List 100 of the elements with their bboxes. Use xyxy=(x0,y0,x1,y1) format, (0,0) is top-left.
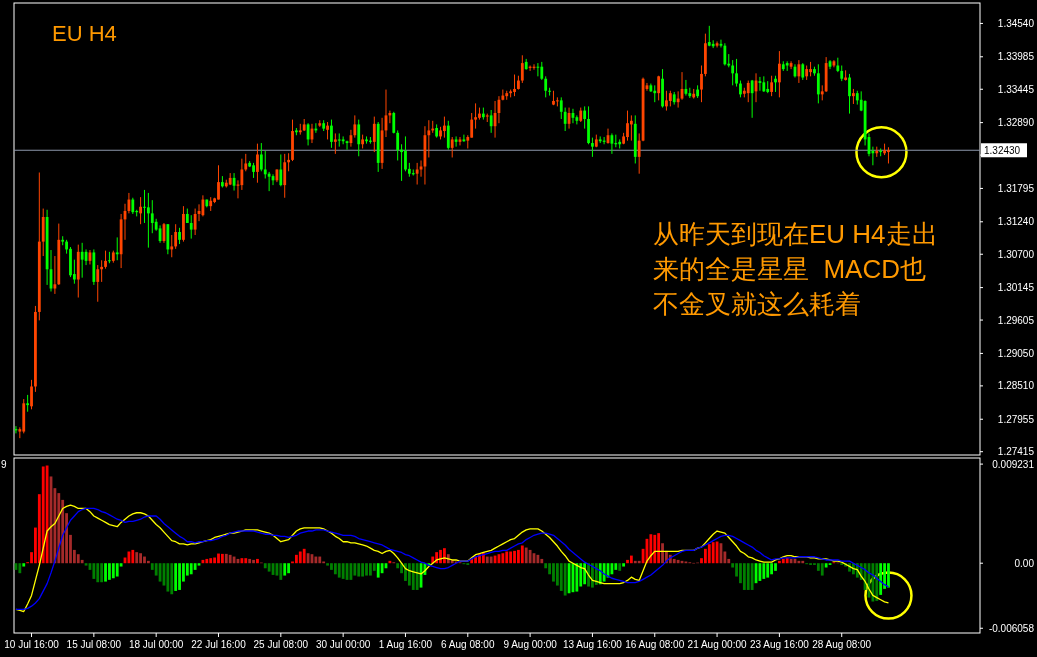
bar xyxy=(244,558,248,564)
candlestick xyxy=(259,142,263,172)
bar xyxy=(824,563,828,568)
y-tick-label: 1.27415 xyxy=(997,446,1035,458)
bar xyxy=(298,551,302,564)
bar xyxy=(295,554,298,564)
bar xyxy=(333,563,337,575)
candlestick xyxy=(104,250,107,270)
y-tick-label: 1.32890 xyxy=(997,117,1035,129)
bar xyxy=(174,563,178,591)
candlestick xyxy=(750,79,754,119)
bar xyxy=(407,563,411,586)
y-tick-label: 1.33445 xyxy=(997,83,1035,95)
bar xyxy=(115,563,119,577)
y-tick-label: 0.00 xyxy=(1014,557,1035,569)
candlestick xyxy=(283,153,287,199)
x-tick-label: 30 Jul 00:00 xyxy=(315,638,371,650)
bar xyxy=(330,563,333,570)
candlestick xyxy=(404,135,407,172)
bar xyxy=(240,558,244,564)
candlestick xyxy=(150,199,154,234)
candlestick xyxy=(217,164,220,201)
bar xyxy=(766,563,770,578)
bar xyxy=(602,563,606,582)
candlestick xyxy=(489,109,493,134)
bar xyxy=(520,545,524,564)
bar xyxy=(614,563,618,570)
y-tick-label: 1.30700 xyxy=(997,248,1035,260)
y-tick-label: -0.006058 xyxy=(988,622,1035,634)
bar xyxy=(711,542,715,564)
bar xyxy=(871,563,875,602)
candlestick xyxy=(256,143,259,184)
bar xyxy=(18,563,22,574)
y-tick-label: 1.33985 xyxy=(997,51,1035,63)
bar xyxy=(178,563,181,590)
bar xyxy=(135,552,139,564)
bar xyxy=(283,563,287,576)
candlestick xyxy=(536,62,540,77)
bar xyxy=(618,563,622,571)
bar xyxy=(111,563,115,579)
bar xyxy=(575,563,579,592)
bar xyxy=(337,563,341,578)
candlestick xyxy=(583,105,587,130)
bar xyxy=(220,553,224,564)
x-tick-label: 28 Aug 08:00 xyxy=(812,638,872,650)
candlestick xyxy=(540,61,544,81)
candlestick xyxy=(520,54,524,84)
x-tick-label: 13 Aug 16:00 xyxy=(562,638,623,650)
bar xyxy=(657,533,661,564)
bar xyxy=(552,563,555,582)
y-tick-label: 1.29050 xyxy=(997,347,1035,359)
bar xyxy=(509,551,513,564)
candlestick xyxy=(735,58,738,88)
candlestick xyxy=(357,119,361,157)
bar xyxy=(505,551,509,564)
candlestick xyxy=(279,153,283,187)
bar xyxy=(248,558,252,564)
candlestick xyxy=(415,162,419,186)
x-tick-label: 18 Jul 00:00 xyxy=(128,638,184,650)
candlestick xyxy=(848,73,851,115)
bar xyxy=(750,563,754,590)
candlestick xyxy=(629,114,633,142)
y-tick-label: 1.29605 xyxy=(997,314,1035,326)
candlestick xyxy=(637,132,641,175)
bar xyxy=(774,563,777,571)
bar xyxy=(369,563,372,576)
bar xyxy=(411,563,415,590)
candlestick xyxy=(330,119,333,149)
y-tick-label: 1.31240 xyxy=(997,216,1035,228)
bar xyxy=(661,543,664,564)
candlestick xyxy=(559,96,563,120)
candlestick xyxy=(108,251,111,264)
candlestick xyxy=(143,189,146,224)
bar xyxy=(193,563,197,570)
bar xyxy=(489,556,493,564)
bar xyxy=(563,563,567,596)
bar xyxy=(703,548,707,564)
bar xyxy=(224,553,228,564)
bar xyxy=(707,544,711,564)
candlestick xyxy=(267,171,271,192)
bar xyxy=(781,558,785,564)
x-tick-label: 1 Aug 16:00 xyxy=(378,638,433,650)
y-tick-label: 1.27955 xyxy=(997,413,1035,425)
bar xyxy=(820,563,824,576)
candlestick xyxy=(700,65,703,103)
bar xyxy=(396,563,400,569)
bar xyxy=(252,559,255,564)
bar xyxy=(139,553,142,564)
x-tick-label: 15 Jul 08:00 xyxy=(66,638,122,650)
candlestick xyxy=(411,168,415,177)
bar xyxy=(361,563,365,577)
bar xyxy=(256,558,259,564)
bar xyxy=(104,563,107,582)
candlestick xyxy=(454,135,458,148)
candlestick xyxy=(513,74,516,97)
text: EU H4 xyxy=(52,21,117,47)
bar xyxy=(676,559,680,564)
bar xyxy=(746,563,750,590)
bar xyxy=(314,556,318,564)
candlestick xyxy=(341,135,345,145)
